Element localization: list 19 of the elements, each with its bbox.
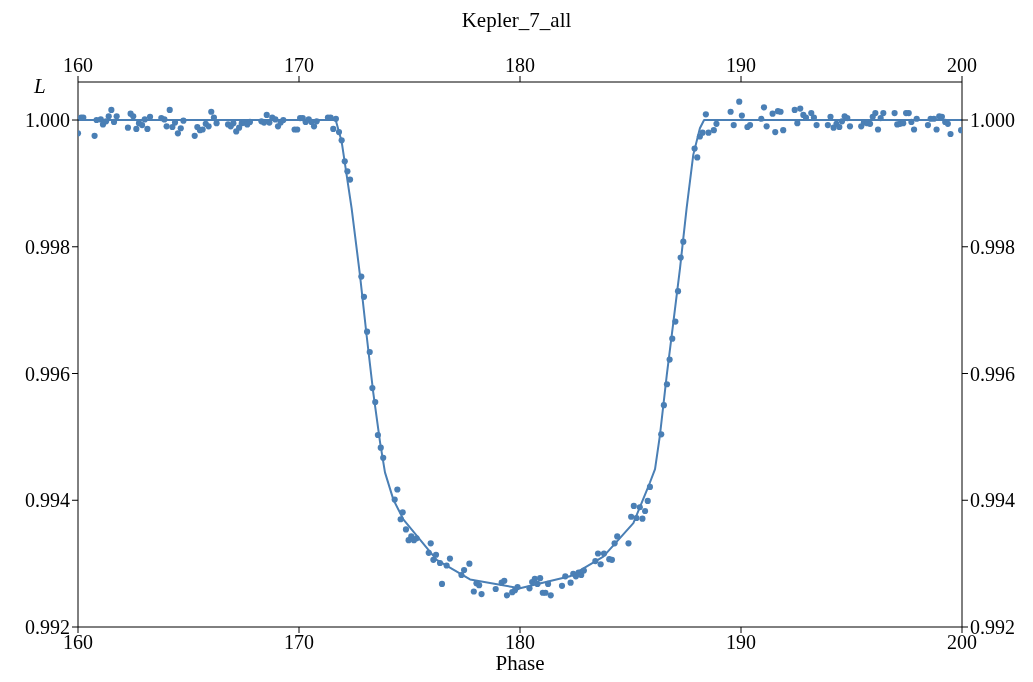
chart-title: Kepler_7_all xyxy=(460,8,573,33)
y-tick-label: 0.996 xyxy=(25,362,70,385)
y-tick-label: 0.994 xyxy=(25,489,70,512)
y-tick-label: 1.000 xyxy=(25,109,70,132)
y2-tick-label: 1.000 xyxy=(970,109,1015,132)
y-axis-title: L xyxy=(34,74,46,99)
x2-tick-label: 170 xyxy=(284,54,314,76)
y2-tick-label: 0.994 xyxy=(970,489,1015,512)
x-axis-title: Phase xyxy=(495,651,545,675)
x2-tick-label: 180 xyxy=(505,54,535,76)
y2-tick-label: 0.998 xyxy=(970,235,1015,258)
y-tick-label: 0.998 xyxy=(25,235,70,258)
y2-tick-label: 0.996 xyxy=(970,362,1015,385)
x-tick-label: 170 xyxy=(284,631,314,654)
x-tick-label: 180 xyxy=(505,631,535,654)
x-tick-label: 190 xyxy=(726,631,756,654)
x2-tick-label: 200 xyxy=(947,54,977,76)
x2-tick-label: 160 xyxy=(63,54,93,76)
x2-tick-label: 190 xyxy=(726,54,756,76)
